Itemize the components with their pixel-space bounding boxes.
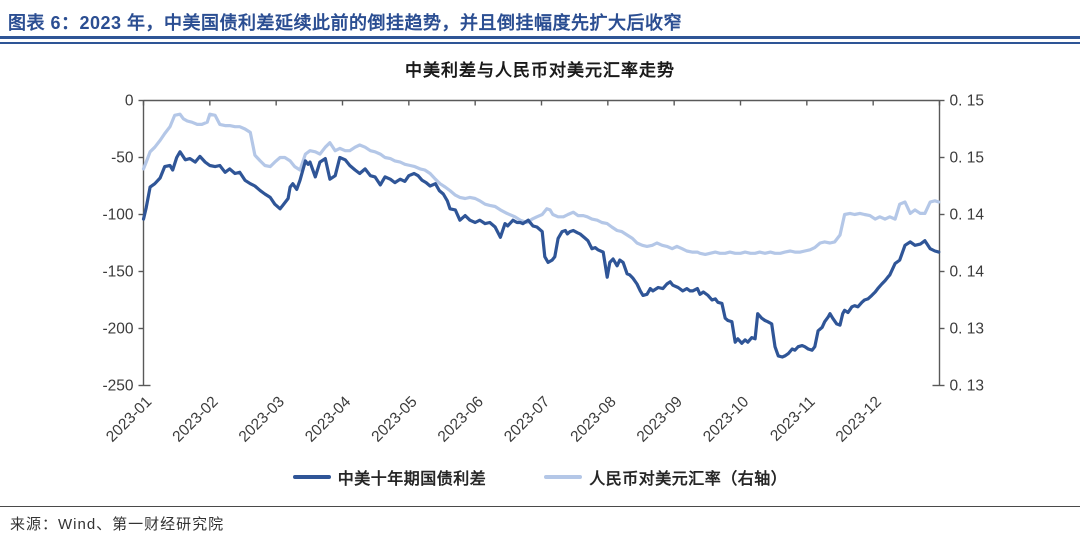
left-axis-tick-label: -100 (102, 207, 133, 224)
legend-item-fx: 人民币对美元汇率（右轴） (544, 465, 787, 489)
x-axis-tick-label: 2023-04 (302, 393, 355, 446)
left-axis-tick-label: -200 (102, 321, 133, 338)
right-axis-tick-label: 0. 13 (950, 378, 984, 395)
x-axis-tick-label: 2023-12 (833, 393, 885, 445)
chart-legend: 中美十年期国债利差 人民币对美元汇率（右轴） (0, 464, 1080, 490)
x-axis-tick-label: 2023-07 (501, 393, 553, 445)
x-axis-tick-label: 2023-11 (767, 393, 818, 444)
x-axis-tick-label: 2023-01 (103, 393, 155, 445)
left-axis-tick-label: 0 (125, 93, 134, 110)
legend-swatch-spread (292, 475, 331, 479)
x-axis-tick-label: 2023-05 (368, 393, 420, 445)
chart-title: 中美利差与人民币对美元汇率走势 (405, 61, 675, 80)
right-axis-tick-label: 0. 15 (950, 93, 984, 110)
series-spread (141, 150, 941, 359)
series-fx (141, 112, 941, 256)
right-axis-tick-label: 0. 13 (950, 321, 984, 338)
footer-divider (0, 506, 1080, 507)
left-axis-tick-label: -150 (102, 264, 133, 281)
left-axis-tick-label: -50 (111, 150, 134, 167)
x-axis-tick-label: 2023-02 (169, 393, 221, 445)
right-axis-tick-label: 0. 14 (950, 207, 985, 224)
left-axis-tick-label: -250 (102, 378, 133, 395)
legend-item-spread: 中美十年期国债利差 (292, 465, 487, 489)
legend-label-spread: 中美十年期国债利差 (337, 471, 487, 488)
x-axis-tick-label: 2023-08 (567, 393, 619, 445)
legend-swatch-fx (544, 475, 583, 479)
x-axis-tick-label: 2023-03 (236, 393, 288, 445)
x-axis-tick-label: 2023-10 (700, 393, 753, 446)
figure-header: 图表 6：2023 年，中美国债利差延续此前的倒挂趋势，并且倒挂幅度先扩大后收窄 (8, 13, 683, 33)
right-axis-tick-label: 0. 15 (950, 150, 984, 167)
x-axis-tick-label: 2023-06 (435, 393, 487, 445)
header-divider (0, 36, 1080, 44)
x-axis-tick-label: 2023-09 (634, 393, 686, 445)
source-note: 来源：Wind、第一财经研究院 (10, 516, 225, 533)
legend-label-fx: 人民币对美元汇率（右轴） (589, 471, 788, 488)
right-axis-tick-label: 0. 14 (950, 264, 985, 281)
